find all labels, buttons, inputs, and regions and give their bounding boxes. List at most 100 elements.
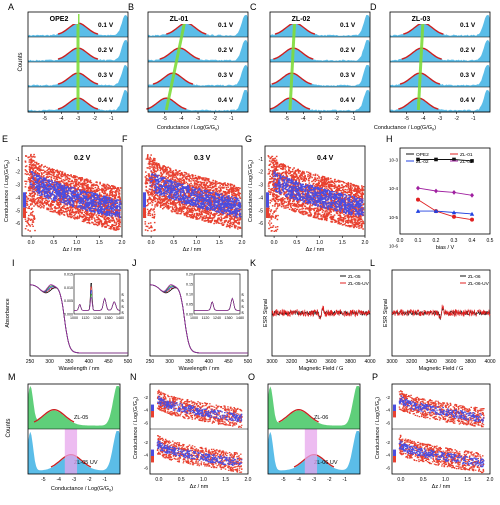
x-tick-label: -3 xyxy=(438,116,443,122)
x-tick-label: 250 xyxy=(146,359,155,365)
colorbar-blue xyxy=(143,192,146,208)
axis-label-subscript: 0 xyxy=(215,127,218,132)
inset-y-tick-label: 0.000 xyxy=(64,313,73,317)
uv-band xyxy=(64,429,78,474)
inset-x-tick-label: 1480 xyxy=(236,316,244,320)
legend-entry: ZL-01 xyxy=(460,152,473,158)
inset-frame xyxy=(73,273,121,315)
legend-entry: OPE2 xyxy=(416,152,429,158)
histogram-area xyxy=(270,40,370,62)
x-tick-label: 1.0 xyxy=(442,477,449,483)
axis-label: Conductance / Log(G/G0) xyxy=(248,160,255,222)
panel-letter: E xyxy=(2,134,8,144)
x-axis-label: bias / V xyxy=(436,245,455,251)
bias-label: 0.4 V xyxy=(218,97,234,104)
x-tick-label: -5 xyxy=(162,116,167,122)
series-label: ZL-05 UV xyxy=(74,460,98,466)
y-axis-label: Counts xyxy=(6,418,12,437)
data-point xyxy=(469,211,475,216)
x-tick-label: 2.0 xyxy=(119,240,126,246)
x-tick-label: 0.4 xyxy=(469,238,476,244)
histogram-area xyxy=(148,40,248,62)
x-tick-label: 0.5 xyxy=(293,240,300,246)
x-tick-label: 0.5 xyxy=(178,477,185,483)
y-tick-label: -6 xyxy=(16,221,21,227)
x-tick-label: 250 xyxy=(26,359,35,365)
y-tick-label: -6 xyxy=(144,466,149,472)
axis-label-subscript: 0 xyxy=(135,398,140,401)
x-tick-label: -5 xyxy=(281,477,286,483)
x-tick-label: 3000 xyxy=(386,359,397,365)
panel-N: -2 -4 -6 -2 -4 -6 0.0 0.5 1.0 1.5 2.0 Δz / nm xyxy=(144,383,252,490)
cloud-points xyxy=(148,170,242,218)
panel-letter: C xyxy=(250,2,257,12)
x-tick-label: 0.0 xyxy=(155,477,162,483)
inset-y-tick-label: 0.15 xyxy=(186,283,193,287)
colorbar-blue xyxy=(266,192,269,208)
x-tick-label: -5 xyxy=(42,116,47,122)
colorbar-blue xyxy=(393,449,396,456)
plot-frame xyxy=(149,383,249,475)
x-tick-label: -3 xyxy=(76,116,81,122)
bias-title: 0.3 V xyxy=(194,155,211,162)
cloud-points xyxy=(156,435,243,473)
x-tick-label: 1.5 xyxy=(222,477,229,483)
x-tick-label: 2.0 xyxy=(487,477,494,483)
panel-P: -2 -4 -6 -2 -4 -6 0.0 0.5 1.0 1.5 2.0 Δz / nm xyxy=(386,383,494,490)
panel-F: 0.3 V 0.0 0.5 1.0 1.5 2.0 Δz / nm xyxy=(141,145,246,253)
x-tick-label: 0.0 xyxy=(397,477,404,483)
data-point xyxy=(470,217,474,222)
inset-x-tick-label: 1120 xyxy=(82,316,90,320)
y-tick-label: -3 xyxy=(16,183,21,189)
bias-label: 0.2 V xyxy=(340,47,356,54)
inset-x-tick-label: 1120 xyxy=(202,316,210,320)
x-tick-label: 3800 xyxy=(465,359,476,365)
inset-x-tick-label: 1360 xyxy=(225,316,233,320)
plot-frame xyxy=(27,383,121,475)
x-tick-label: 3200 xyxy=(406,359,417,365)
data-point xyxy=(451,210,457,215)
y-tick-label: -4 xyxy=(144,408,149,414)
data-point xyxy=(470,159,474,163)
x-axis-label: Δz / nm xyxy=(183,247,202,253)
histogram-area xyxy=(270,90,370,112)
cloud-points xyxy=(156,440,243,466)
x-axis-label: Wavelength / nm xyxy=(178,366,219,372)
inset-x-tick-label: 1240 xyxy=(213,316,221,320)
x-tick-label: 3800 xyxy=(345,359,356,365)
absorbance-curve xyxy=(29,284,128,354)
axis-label-main: Conductance / Log(G/G xyxy=(248,164,254,222)
series-label: ZL-06 UV xyxy=(314,460,338,466)
inset-y-tick-label: 0.10 xyxy=(186,293,193,297)
axis-label-main: Conductance / Log(G/G xyxy=(375,401,381,459)
bias-label: 0.3 V xyxy=(340,72,356,79)
y-axis-label: Counts xyxy=(18,52,24,71)
axis-label: Conductance / Log(G/G0) xyxy=(4,160,11,222)
x-tick-label: -3 xyxy=(318,116,323,122)
axis-label-subscript: 0 xyxy=(432,127,435,132)
bias-label: 0.1 V xyxy=(218,22,234,29)
x-tick-label: -2 xyxy=(87,477,92,483)
panel-J: 0 s150 s300 s450 s600 s10001120124013601… xyxy=(146,269,252,372)
x-tick-label: 3400 xyxy=(426,359,437,365)
x-tick-label: 2.0 xyxy=(239,240,246,246)
molecule-title: ZL-03 xyxy=(412,16,431,23)
bias-title: 0.2 V xyxy=(74,155,91,162)
axis-label-main: Conductance / Log(G/G xyxy=(133,401,139,459)
panel-letter: A xyxy=(8,2,14,12)
gaussian-fit-curve xyxy=(146,97,187,110)
inset-y-tick-label: 0.20 xyxy=(186,273,193,277)
panel-I: 0 s150 s300 s450 s600 s10001120124013601… xyxy=(26,269,132,372)
histogram-area xyxy=(390,15,490,37)
x-tick-label: -4 xyxy=(59,116,64,122)
axis-label: Conductance / Log(G/G0) xyxy=(133,397,140,459)
x-tick-label: 4000 xyxy=(484,359,495,365)
cloud-points xyxy=(398,434,485,474)
bias-label: 0.3 V xyxy=(460,72,476,79)
data-point xyxy=(416,157,420,162)
axis-label-subscript: 0 xyxy=(250,161,255,164)
series-label: ZL-05 xyxy=(74,415,88,421)
title-box xyxy=(282,13,320,24)
